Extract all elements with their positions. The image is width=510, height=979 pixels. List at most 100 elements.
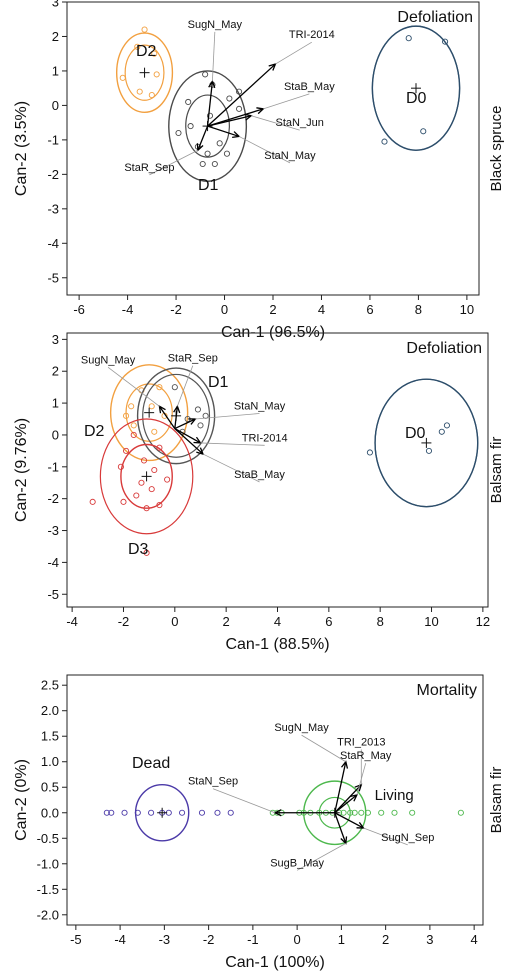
vector-label: TRI-2014 — [242, 432, 288, 444]
vector-arrow — [334, 812, 347, 844]
y-tick-label: 2.0 — [41, 703, 59, 718]
y-tick-label: -1 — [47, 132, 59, 147]
data-point — [164, 476, 171, 483]
vector-label: SugN_May — [274, 722, 329, 734]
x-tick-label: 10 — [424, 614, 438, 629]
x-tick-label: -2 — [170, 302, 182, 317]
data-point — [442, 38, 449, 45]
y-tick-label: -1.0 — [37, 856, 59, 871]
y-tick-label: -1.5 — [37, 882, 59, 897]
data-point — [405, 35, 412, 42]
y-tick-label: -2.0 — [37, 907, 59, 922]
vector-label: TRI-2014 — [289, 29, 335, 41]
y-tick-label: -2 — [47, 167, 59, 182]
data-point — [223, 150, 231, 157]
x-tick-label: -3 — [159, 932, 171, 947]
data-point — [133, 492, 140, 499]
data-point — [148, 486, 155, 493]
data-point — [89, 498, 96, 505]
x-tick-label: 10 — [460, 302, 474, 317]
confidence-ellipse — [134, 783, 190, 842]
data-point — [438, 428, 445, 435]
vector-label: SugN_May — [81, 354, 136, 366]
data-point — [134, 43, 141, 50]
x-tick-label: 8 — [415, 302, 422, 317]
vector-arrowhead — [354, 783, 363, 792]
vector-arrow — [197, 125, 209, 151]
x-tick-label: 8 — [377, 614, 384, 629]
group-label: D2 — [84, 423, 105, 440]
vector-leader — [251, 115, 300, 131]
data-point — [457, 809, 464, 816]
vector-arrow — [207, 63, 276, 127]
x-tick-label: 6 — [366, 302, 373, 317]
group-label: D3 — [128, 541, 149, 558]
y-tick-label: 3 — [52, 0, 59, 10]
data-point — [340, 809, 347, 816]
vector-leader — [363, 827, 408, 846]
data-point — [206, 112, 214, 119]
data-point — [216, 140, 223, 147]
vector-label: StaN_Jun — [276, 117, 324, 129]
confidence-ellipse — [374, 378, 479, 508]
data-point — [151, 428, 158, 435]
x-axis-label: Can-1 (100%) — [225, 954, 325, 971]
data-point — [138, 479, 145, 486]
vector-label: StaR_May — [340, 750, 392, 762]
vector-arrow — [207, 115, 252, 127]
group-d0 — [371, 25, 461, 151]
y-tick-label: 2 — [52, 29, 59, 44]
y-tick-label: -4 — [47, 555, 59, 570]
x-tick-label: 12 — [476, 614, 490, 629]
vector-arrowhead — [340, 760, 349, 769]
x-tick-label: 0 — [294, 932, 301, 947]
data-point — [197, 422, 204, 429]
group-label: D1 — [198, 177, 219, 194]
vector-leader — [200, 442, 265, 446]
x-tick-label: 1 — [338, 932, 345, 947]
data-point — [141, 26, 148, 33]
y-tick-label: -5 — [47, 587, 59, 602]
data-point — [128, 403, 135, 410]
vector-leader — [238, 136, 291, 164]
data-point — [175, 129, 182, 137]
data-point — [425, 447, 433, 454]
data-point — [130, 431, 137, 439]
data-point — [420, 128, 427, 135]
data-point — [153, 71, 160, 78]
side-label: Black spruce — [488, 106, 505, 192]
panel-title: Defoliation — [397, 9, 473, 26]
vector-arrowhead — [340, 836, 348, 845]
y-tick-label: 2.5 — [41, 678, 59, 693]
vector-arrow — [174, 418, 196, 430]
data-point — [381, 138, 388, 145]
x-tick-label: 4 — [471, 932, 478, 947]
group-d2 — [115, 26, 174, 114]
data-point — [226, 95, 233, 102]
data-point — [194, 406, 201, 413]
data-point — [121, 809, 128, 816]
y-tick-label: 0 — [52, 98, 59, 113]
vector-leader — [202, 453, 260, 483]
group-label: Dead — [132, 755, 170, 772]
group-d3 — [89, 418, 194, 556]
group-label: D1 — [208, 374, 229, 391]
confidence-ellipse — [371, 25, 461, 151]
group-label: D2 — [136, 43, 157, 60]
vector-label: SugN_May — [188, 19, 243, 31]
y-tick-label: 0.0 — [41, 805, 59, 820]
vector-label: StaB_May — [284, 81, 335, 93]
group-label: D0 — [406, 90, 427, 107]
y-tick-label: 1.0 — [41, 754, 59, 769]
data-point — [171, 384, 178, 391]
plot-frame — [66, 1, 480, 296]
vector-leader — [212, 788, 276, 814]
data-point — [151, 50, 158, 57]
vector-arrow — [207, 108, 264, 127]
group-d0 — [366, 378, 479, 508]
vector-label: StaR_Sep — [124, 162, 174, 174]
x-tick-label: -6 — [73, 302, 85, 317]
